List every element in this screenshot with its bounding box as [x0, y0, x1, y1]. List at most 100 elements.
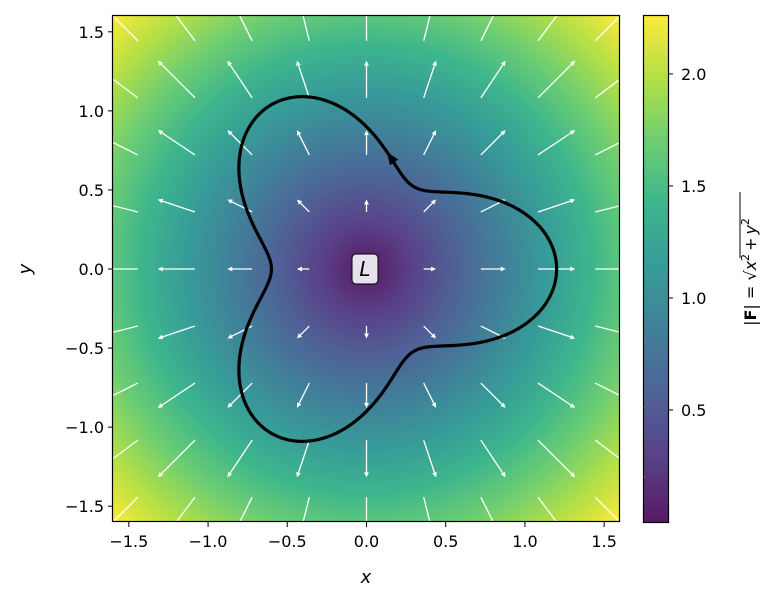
- vector-arrow-head: [500, 266, 506, 272]
- vector-arrow-head: [88, 541, 94, 547]
- vector-arrow-shaft: [423, 134, 435, 156]
- vector-arrow-head: [364, 541, 369, 547]
- y-tick-label: −1.0: [65, 418, 104, 437]
- vector-arrow-head: [570, 266, 576, 272]
- curve-label-box: [351, 253, 379, 285]
- vector-arrow-head: [364, 130, 369, 136]
- colorbar-tick-label: 2.0: [681, 65, 706, 84]
- vector-arrow-head: [364, 199, 369, 205]
- colorbar-tick-label: 0.5: [681, 401, 706, 420]
- vector-arrow-head: [157, 541, 163, 547]
- vector-arrow-shaft: [229, 64, 253, 99]
- vector-arrow-shaft: [537, 132, 572, 156]
- vector-arrow-shaft: [162, 325, 196, 338]
- vector-arrow-shaft: [594, 63, 642, 99]
- x-tick-label: 0.0: [354, 532, 379, 551]
- vector-arrow-head: [296, 266, 302, 272]
- x-axis-ticks: −1.5 −1.0 −0.5 0.0 0.5 1.0 1.5: [109, 522, 617, 551]
- vector-arrow-shaft: [423, 439, 436, 473]
- y-axis-label: y: [15, 263, 36, 275]
- vector-arrow-head: [500, 60, 506, 67]
- y-tick-label: 0.5: [79, 181, 104, 200]
- vector-arrow-head: [364, 402, 369, 408]
- vector-arrow-head: [157, 334, 164, 340]
- vector-arrow-head: [157, 130, 164, 135]
- vector-arrow-shaft: [298, 134, 310, 156]
- curve-label-group: L: [351, 253, 379, 285]
- vector-arrow-head: [295, 541, 301, 547]
- vector-arrow-head: [569, 130, 576, 135]
- svg-text:|F| = √x2+y2: |F| = √x2+y2: [739, 218, 760, 326]
- vector-arrow-head: [296, 60, 301, 67]
- vector-arrow-head: [430, 333, 437, 339]
- vector-arrow-shaft: [160, 496, 196, 544]
- vector-arrow-head: [364, 60, 369, 66]
- vector-arrow-shaft: [231, 325, 253, 337]
- y-tick-label: 1.5: [79, 23, 104, 42]
- colorbar-label-eq: | =: [741, 281, 760, 310]
- vector-arrow-head: [569, 60, 576, 66]
- closed-curve-L: [237, 95, 559, 443]
- y-tick-label: 0.0: [79, 260, 104, 279]
- x-tick-label: −1.5: [109, 532, 148, 551]
- vector-arrow-head: [157, 60, 164, 66]
- vector-arrow-head: [569, 198, 576, 204]
- colorbar-label-y: y: [741, 225, 760, 236]
- vector-arrow-head: [432, 541, 438, 547]
- vector-arrow-head: [364, 472, 369, 478]
- vector-arrow-shaft: [92, 200, 138, 213]
- colorbar-label-x: x: [741, 260, 760, 271]
- vector-arrow-shaft: [300, 325, 310, 336]
- vector-arrow-head: [88, 60, 94, 66]
- vector-arrow-shaft: [537, 325, 571, 338]
- vector-arrow-shaft: [92, 131, 139, 156]
- colorbar-gradient: [643, 15, 668, 522]
- vector-arrow-shaft: [300, 202, 310, 213]
- vector-arrow-head: [157, 266, 163, 272]
- colorbar-frame: [642, 14, 670, 524]
- vector-arrow-shaft: [92, 382, 139, 407]
- vector-arrow-shaft: [423, 202, 433, 213]
- vector-arrow-shaft: [91, 496, 139, 544]
- vector-arrow-head: [157, 403, 164, 408]
- curve-label: L: [359, 257, 370, 281]
- vector-arrow-shaft: [161, 382, 196, 406]
- vector-arrow-shaft: [229, 439, 253, 474]
- vector-arrow-shaft: [92, 325, 138, 338]
- vector-arrow-head: [569, 403, 576, 408]
- vector-arrow-shaft: [160, 439, 196, 475]
- vector-arrow-shaft: [160, 63, 196, 99]
- y-tick-label: −1.5: [65, 497, 104, 516]
- vector-arrow-head: [157, 198, 164, 204]
- vector-arrow-head: [88, 130, 94, 135]
- vector-arrow-head: [501, 541, 506, 547]
- x-tick-label: 0.5: [433, 532, 458, 551]
- vector-arrow-head: [227, 334, 233, 339]
- vector-arrow-head: [296, 402, 302, 408]
- vector-arrow-head: [227, 266, 233, 272]
- y-tick-label: 1.0: [79, 102, 104, 121]
- vector-arrow-head: [227, 402, 233, 408]
- vector-arrow-shaft: [229, 496, 253, 543]
- colorbar-label-plus: +: [741, 238, 760, 251]
- vector-arrow-head: [88, 472, 94, 478]
- vector-arrow-head: [88, 266, 94, 272]
- colorbar-tick-label: 1.5: [681, 177, 706, 196]
- vector-arrow-shaft: [162, 200, 196, 213]
- vector-arrow-head: [296, 130, 302, 136]
- vector-arrow-shaft: [480, 382, 503, 405]
- colorbar-tick-label: 1.0: [681, 289, 706, 308]
- vector-arrow-head: [88, 334, 94, 340]
- vector-arrow-shaft: [297, 439, 310, 473]
- vector-arrow-head: [430, 199, 437, 205]
- x-axis-label: x: [360, 567, 372, 588]
- vector-arrow-head: [569, 472, 576, 478]
- x-tick-label: −1.0: [189, 532, 228, 551]
- vector-arrow-shaft: [91, 63, 139, 99]
- vector-arrow-head: [431, 402, 437, 408]
- vector-arrow-shaft: [298, 0, 310, 41]
- vector-arrow-head: [432, 471, 437, 478]
- vector-arrow-head: [431, 130, 437, 136]
